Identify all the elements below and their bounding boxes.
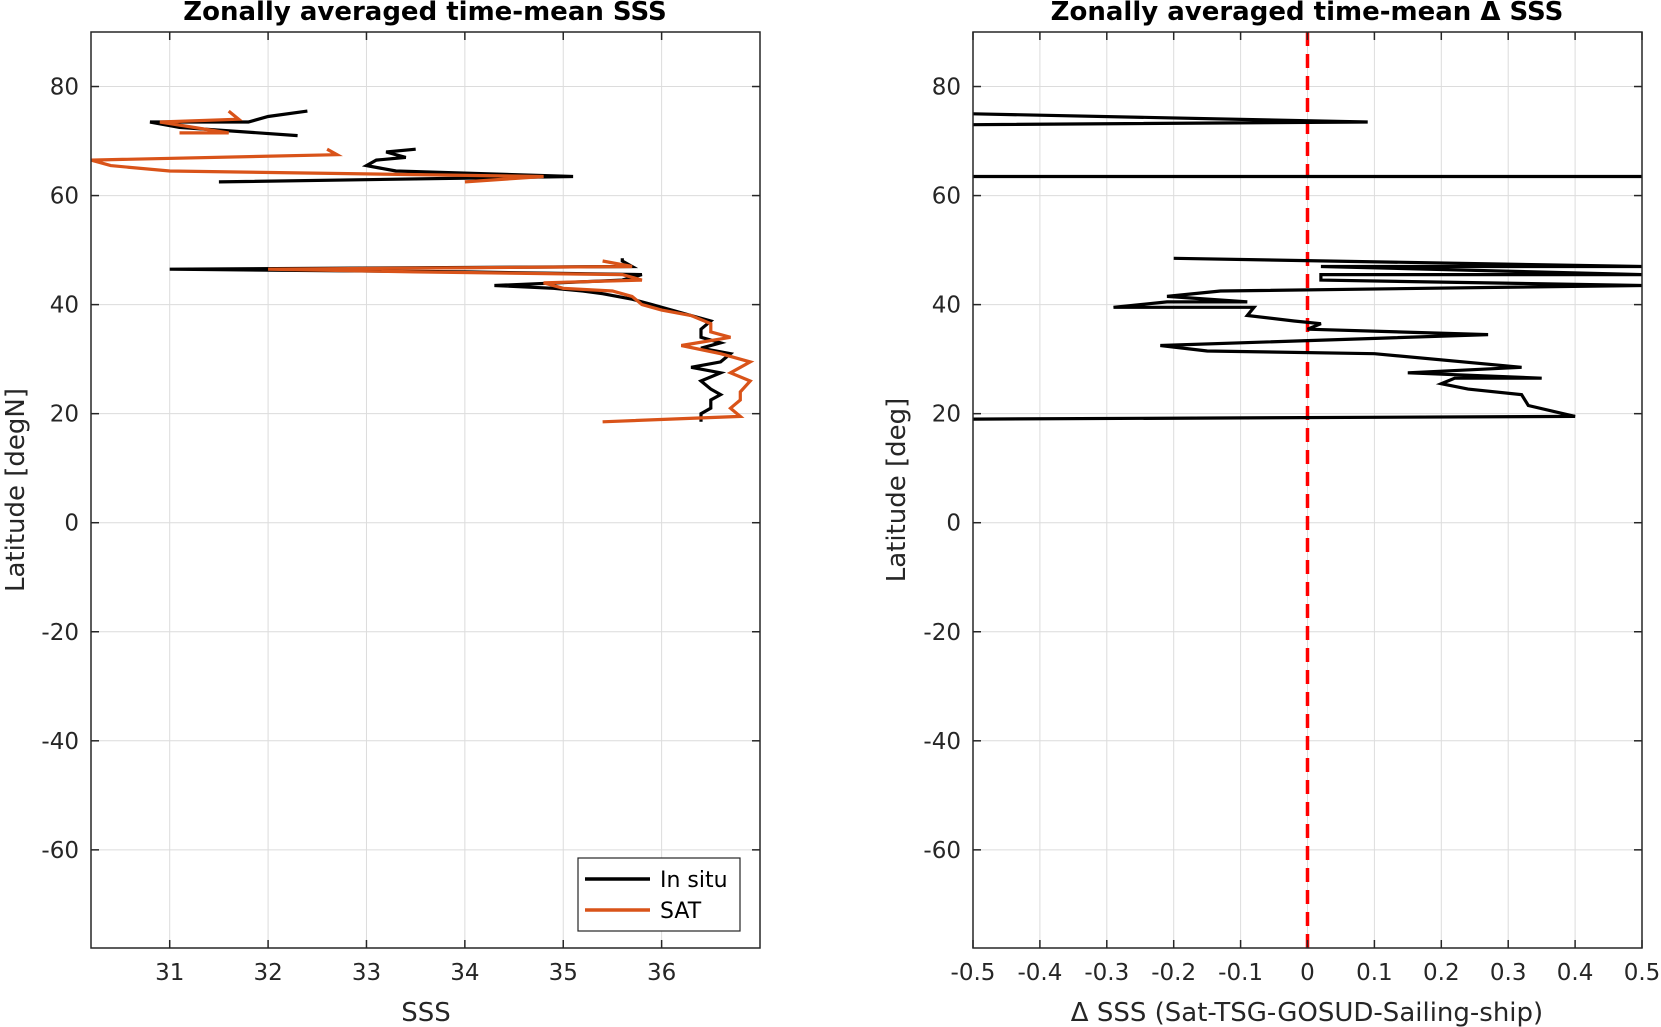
tick-marks (91, 32, 760, 948)
y-tick-label: 80 (50, 75, 79, 101)
legend-label-in-situ: In situ (660, 868, 728, 893)
series-line-sat-points (268, 259, 755, 424)
x-tick-label: 34 (450, 960, 479, 986)
y-tick-label: -40 (41, 729, 79, 755)
x-tick-label: 0.1 (1356, 960, 1393, 986)
x-tick-label: -0.5 (951, 960, 996, 986)
y-tick-label: 40 (932, 293, 961, 319)
y-tick-label: 40 (50, 293, 79, 319)
y-tick-label: -40 (923, 729, 961, 755)
y-tick-label: -60 (923, 838, 961, 864)
grid-lines (91, 32, 760, 948)
series-line-delta-points (972, 256, 1643, 421)
x-tick-label: 35 (549, 960, 578, 986)
y-tick-label: 0 (946, 511, 961, 537)
x-tick-label: 32 (253, 960, 282, 986)
y-tick-label: 60 (932, 184, 961, 210)
delta-sss-chart: Zonally averaged time-mean Δ SSS -0.5 -0.… (882, 0, 1660, 1027)
y-tick-label: 20 (932, 402, 961, 428)
series-group (972, 112, 1643, 421)
x-axis-label: Δ SSS (Sat-TSG-GOSUD-Sailing-ship) (1071, 998, 1543, 1027)
series-line-sat-segment3 (159, 109, 243, 135)
x-tick-label: 0.4 (1557, 960, 1594, 986)
plot-frame (90, 31, 761, 949)
x-tick-label: 33 (352, 960, 381, 986)
y-tick-labels: -60 -40 -20 0 20 40 60 80 (923, 75, 961, 864)
y-axis-label: Latitude [degN] (1, 388, 31, 592)
x-tick-label: 31 (155, 960, 184, 986)
x-tick-label: -0.4 (1017, 960, 1062, 986)
y-axis-label: Latitude [deg] (882, 398, 912, 583)
x-tick-label: 0 (1300, 960, 1315, 986)
tick-marks (972, 32, 1643, 948)
series-group (90, 109, 755, 424)
x-tick-labels: 31 32 33 34 35 36 (155, 960, 676, 986)
x-tick-label: -0.1 (1218, 960, 1263, 986)
x-tick-label: -0.3 (1084, 960, 1129, 986)
x-tick-label: 0.2 (1423, 960, 1460, 986)
y-tick-label: -60 (41, 838, 79, 864)
x-tick-label: 0.3 (1490, 960, 1527, 986)
chart-title: Zonally averaged time-mean SSS (183, 0, 667, 27)
x-tick-labels: -0.5 -0.4 -0.3 -0.2 -0.1 0 0.1 0.2 0.3 0.4 0.5 (951, 960, 1661, 986)
legend: In situ SAT (577, 857, 741, 932)
y-tick-label: -20 (41, 620, 79, 646)
y-tick-label: -20 (923, 620, 961, 646)
x-tick-label: 0.5 (1624, 960, 1661, 986)
x-tick-label: -0.2 (1151, 960, 1196, 986)
series-line-sat-segment2 (90, 147, 544, 184)
x-tick-label: 36 (647, 960, 676, 986)
y-tick-label: 0 (64, 511, 79, 537)
legend-label-sat: SAT (660, 899, 702, 924)
chart-title: Zonally averaged time-mean Δ SSS (1051, 0, 1564, 27)
y-tick-labels: -60 -40 -20 0 20 40 60 80 (41, 75, 79, 864)
series-line-in-situ-points (169, 258, 735, 422)
legend-box (577, 857, 741, 932)
x-axis-label: SSS (401, 998, 451, 1027)
y-tick-label: 60 (50, 184, 79, 210)
y-tick-label: 80 (932, 75, 961, 101)
series-line-delta-segment3 (972, 112, 1368, 127)
sss-chart: Zonally averaged time-mean SSS 31 32 33 34 3… (1, 0, 761, 1027)
y-tick-label: 20 (50, 402, 79, 428)
